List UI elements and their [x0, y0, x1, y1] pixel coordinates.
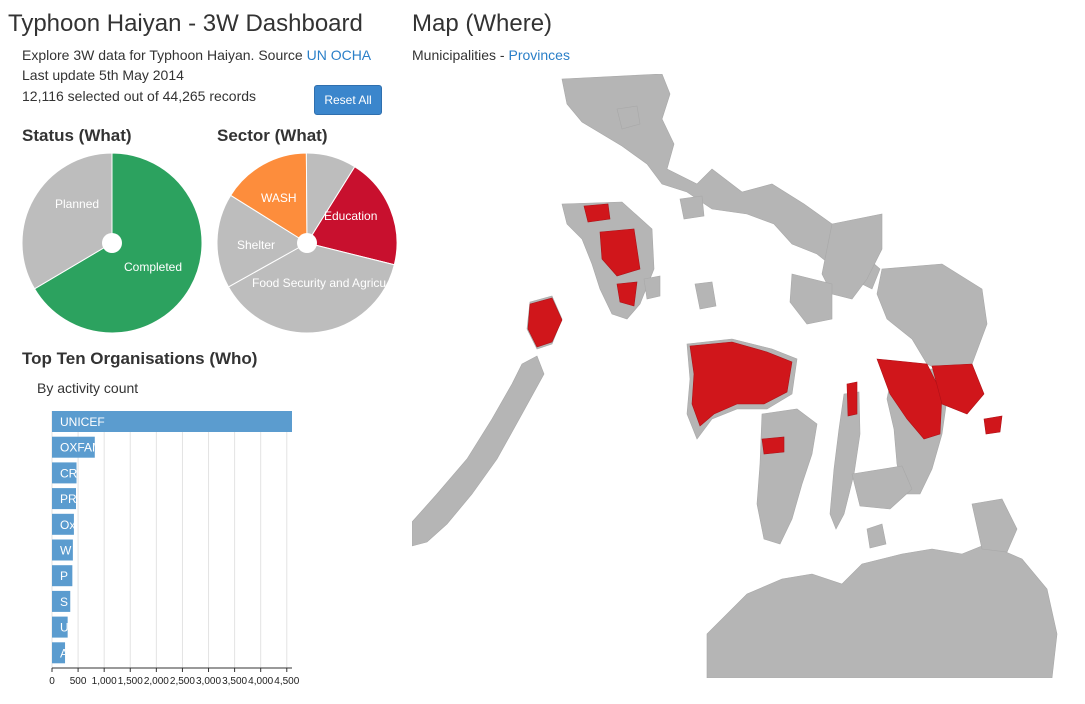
orgs-bar-rect[interactable]	[52, 488, 76, 510]
status-pie-label: Completed	[124, 260, 182, 274]
sector-pie-label: Shelter	[237, 238, 275, 252]
orgs-bar-label: CR	[60, 466, 78, 480]
source-link[interactable]: UN OCHA	[306, 47, 372, 63]
orgs-bar-4[interactable]: Ox	[52, 513, 75, 535]
philippines-map[interactable]	[412, 74, 1072, 678]
orgs-tick-label: 1,500	[118, 676, 143, 687]
map-region-bicol[interactable]	[821, 213, 883, 300]
map-highlight-negros-north[interactable]	[761, 436, 785, 455]
sector-pie-label: WASH	[261, 191, 297, 205]
orgs-bar-rect[interactable]	[52, 436, 95, 458]
orgs-bar-rect[interactable]	[52, 642, 66, 664]
status-pie-chart[interactable]: Completed Planned	[20, 150, 204, 336]
page-title: Typhoon Haiyan - 3W Dashboard	[8, 10, 363, 37]
map-highlight-mindoro-south[interactable]	[616, 281, 638, 307]
map-subtitle: Municipalities - Provinces	[412, 47, 570, 63]
map-region-cebu[interactable]	[829, 391, 861, 530]
map-region-islet-1[interactable]	[616, 105, 641, 130]
orgs-tick-label: 0	[49, 676, 55, 687]
orgs-bar-label: A	[60, 646, 68, 660]
orgs-bar-chart[interactable]: 0 500 1,000 1,500 2,000 2,500 3,000 3,500 4,000 4…	[40, 405, 310, 695]
intro-text: Explore 3W data for Typhoon Haiyan. Sour…	[22, 47, 372, 63]
orgs-bar-0[interactable]: UNICEF	[52, 411, 292, 432]
orgs-bar-label: U	[60, 621, 69, 635]
orgs-tick-label: 2,000	[144, 676, 169, 687]
orgs-tick-label: 4,000	[248, 676, 273, 687]
orgs-tick-label: 500	[70, 676, 87, 687]
orgs-bar-rect[interactable]	[52, 513, 74, 535]
sector-pie-slice-food-security-and-agricu[interactable]	[227, 242, 395, 334]
map-region-islet-3[interactable]	[866, 523, 887, 549]
orgs-tick-label: 4,500	[274, 676, 299, 687]
orgs-bar-label: OXFAM	[60, 441, 102, 455]
orgs-bar-1[interactable]: OXFAM	[52, 436, 102, 458]
map-highlight-calamian[interactable]	[527, 297, 563, 348]
sector-chart-title: Sector (What)	[217, 126, 328, 145]
status-pie-center	[102, 233, 122, 253]
provinces-link[interactable]: Provinces	[508, 47, 570, 63]
orgs-bar-rect[interactable]	[52, 462, 77, 484]
orgs-bar-label: PR	[60, 492, 77, 506]
map-highlight-samar-west[interactable]	[876, 358, 943, 440]
sector-pie-slice-wash[interactable]	[229, 152, 308, 244]
map-region-negros[interactable]	[756, 408, 818, 545]
map-region-bohol[interactable]	[851, 465, 913, 510]
orgs-bar-rect[interactable]	[52, 565, 73, 587]
orgs-bar-rect[interactable]	[52, 411, 292, 432]
map-region-palawan[interactable]	[412, 355, 545, 547]
map-region-marinduque[interactable]	[679, 195, 705, 220]
orgs-bar-label: S	[60, 595, 68, 609]
map-highlight-mindoro-west[interactable]	[599, 228, 641, 277]
orgs-bar-rect[interactable]	[52, 539, 73, 561]
orgs-bar-label: Ox	[60, 518, 75, 532]
orgs-bar-2[interactable]: CR	[52, 462, 78, 484]
map-highlight-samar-east[interactable]	[931, 363, 985, 415]
sector-pie-label: Education	[324, 209, 377, 223]
map-region-masbate[interactable]	[789, 273, 833, 325]
map-title: Map (Where)	[412, 10, 553, 37]
status-pie-slice-planned[interactable]	[21, 152, 113, 290]
orgs-chart-title: Top Ten Organisations (Who)	[22, 349, 258, 368]
map-region-mindanao[interactable]	[706, 543, 1058, 678]
orgs-bar-5[interactable]: W	[52, 539, 73, 561]
map-highlight-mindoro-north[interactable]	[583, 203, 611, 223]
map-highlight-panay[interactable]	[689, 341, 793, 427]
orgs-bar-8[interactable]: U	[52, 616, 69, 638]
sector-pie-slice-education[interactable]	[306, 165, 398, 266]
status-pie-label: Planned	[55, 197, 99, 211]
orgs-bar-rect[interactable]	[52, 590, 71, 612]
orgs-tick-label: 3,000	[196, 676, 221, 687]
selection-count: 12,116 selected out of 44,265 records	[22, 88, 257, 104]
map-highlight-cebu-north[interactable]	[846, 381, 858, 417]
map-region-samar[interactable]	[876, 263, 988, 375]
orgs-tick-label: 1,000	[92, 676, 117, 687]
sector-pie-slice-other[interactable]	[305, 152, 356, 245]
sector-pie-slice-shelter[interactable]	[216, 194, 308, 288]
map-region-surigao[interactable]	[971, 498, 1018, 553]
map-region-islet-2[interactable]	[643, 275, 661, 300]
orgs-bar-7[interactable]: S	[52, 590, 71, 612]
status-chart-title: Status (What)	[22, 126, 132, 145]
map-region-romblon[interactable]	[694, 281, 717, 310]
map-region-luzon[interactable]	[561, 74, 881, 290]
orgs-bar-label: P	[60, 569, 68, 583]
sector-pie-chart[interactable]: Education Food Security and Agricu Shelter…	[215, 150, 399, 336]
sector-pie-center	[297, 233, 317, 253]
reset-all-button[interactable]: Reset All	[314, 85, 382, 115]
orgs-bar-9[interactable]: A	[52, 642, 68, 664]
last-update: Last update 5th May 2014	[22, 67, 184, 83]
map-highlight-leyte-tip[interactable]	[983, 415, 1003, 435]
orgs-bar-3[interactable]: PR	[52, 488, 77, 510]
orgs-bar-6[interactable]: P	[52, 565, 73, 587]
orgs-chart-subtitle: By activity count	[37, 380, 139, 396]
orgs-bar-rect[interactable]	[52, 616, 68, 638]
orgs-tick-label: 2,500	[170, 676, 195, 687]
sector-pie-label: Food Security and Agricu	[252, 276, 386, 290]
orgs-tick-label: 3,500	[222, 676, 247, 687]
orgs-bar-label: UNICEF	[60, 415, 105, 429]
orgs-bar-label: W	[60, 544, 72, 558]
